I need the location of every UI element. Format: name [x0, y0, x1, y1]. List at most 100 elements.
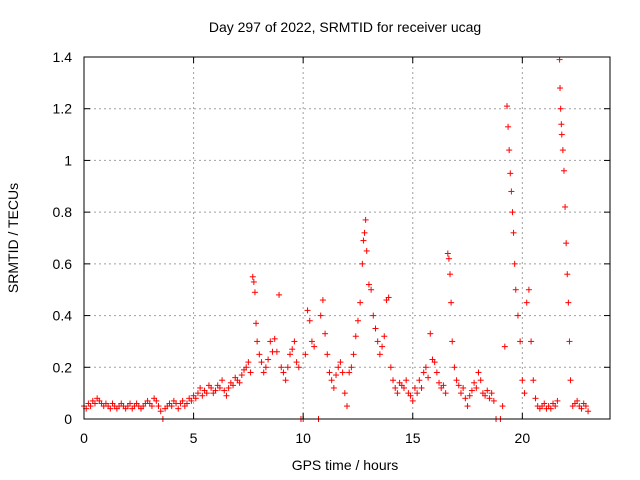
data-point: [337, 359, 344, 366]
data-point: [238, 372, 245, 379]
data-point: [326, 369, 333, 376]
data-point: [282, 377, 289, 384]
data-point: [254, 338, 261, 345]
data-point: [475, 369, 482, 376]
data-point: [251, 289, 258, 296]
data-point: [554, 397, 561, 404]
chart-title: Day 297 of 2022, SRMTID for receiver uca…: [209, 19, 481, 35]
data-point: [361, 229, 368, 236]
data-point: [258, 359, 265, 366]
y-tick-label: 0.6: [53, 256, 73, 272]
data-point: [184, 400, 191, 407]
data-point: [250, 278, 257, 285]
data-point: [557, 105, 564, 112]
y-axis-label: SRMTID / TECUs: [5, 183, 21, 293]
data-point: [462, 395, 469, 402]
data-point: [330, 384, 337, 391]
data-point: [466, 392, 473, 399]
data-point: [199, 392, 206, 399]
data-point: [449, 338, 456, 345]
data-point: [407, 392, 414, 399]
data-point: [127, 400, 134, 407]
data-point: [319, 297, 326, 304]
data-point: [390, 377, 397, 384]
data-point: [444, 250, 451, 257]
data-point: [523, 299, 530, 306]
data-point: [528, 338, 535, 345]
grid: [84, 57, 610, 419]
data-point: [308, 338, 315, 345]
data-point: [179, 397, 186, 404]
data-point: [431, 359, 438, 366]
data-point: [448, 299, 455, 306]
data-point: [558, 121, 565, 128]
data-point: [490, 397, 497, 404]
x-tick-label: 5: [190, 430, 198, 446]
data-point: [192, 395, 199, 402]
data-point: [565, 299, 572, 306]
data-point: [559, 147, 566, 154]
data-point: [420, 369, 427, 376]
data-point: [324, 351, 331, 358]
data-point: [278, 364, 285, 371]
data-point: [208, 384, 215, 391]
data-point: [153, 397, 160, 404]
data-point: [477, 377, 484, 384]
data-point: [245, 359, 252, 366]
data-point: [574, 397, 581, 404]
data-point: [168, 403, 175, 410]
data-point: [440, 382, 447, 389]
data-point: [532, 395, 539, 402]
data-point: [249, 273, 256, 280]
data-point: [260, 369, 267, 376]
data-point: [473, 384, 480, 391]
data-point: [392, 384, 399, 391]
data-point: [385, 294, 392, 301]
data-point: [256, 351, 263, 358]
data-point: [203, 390, 210, 397]
data-point: [484, 387, 491, 394]
plot-frame: [83, 56, 611, 420]
data-point: [317, 312, 324, 319]
data-point: [243, 364, 250, 371]
data-point: [271, 335, 278, 342]
data-point: [322, 330, 329, 337]
x-tick-label: 10: [295, 430, 311, 446]
x-axis-label: GPS time / hours: [292, 457, 399, 473]
data-point: [339, 369, 346, 376]
data-point: [460, 384, 467, 391]
y-tick-label: 0.4: [53, 308, 73, 324]
data-point: [562, 203, 569, 210]
data-point: [328, 377, 335, 384]
data-point: [552, 403, 559, 410]
data-point: [582, 403, 589, 410]
data-point: [422, 364, 429, 371]
data-point: [370, 312, 377, 319]
data-point: [276, 291, 283, 298]
data-point: [488, 390, 495, 397]
data-point: [507, 170, 514, 177]
data-point: [521, 390, 528, 397]
data-points: [81, 56, 592, 422]
x-tick-labels: 0 5 10 15 20: [80, 430, 530, 446]
y-tick-label: 1.2: [53, 101, 73, 117]
data-point: [585, 408, 592, 415]
data-point: [289, 346, 296, 353]
data-point: [291, 338, 298, 345]
data-point: [503, 103, 510, 110]
data-point: [262, 364, 269, 371]
data-point: [442, 390, 449, 397]
data-point: [530, 377, 537, 384]
data-point: [578, 405, 585, 412]
data-point: [219, 377, 226, 384]
data-point: [247, 369, 254, 376]
data-point: [148, 403, 155, 410]
data-point: [566, 338, 573, 345]
data-point: [360, 237, 367, 244]
data-point: [512, 286, 519, 293]
data-point: [374, 338, 381, 345]
data-point: [352, 333, 359, 340]
y-tick-labels: 0 0.2 0.4 0.6 0.8 1 1.2 1.4: [53, 49, 73, 427]
x-tick-label: 0: [80, 430, 88, 446]
data-point: [341, 390, 348, 397]
